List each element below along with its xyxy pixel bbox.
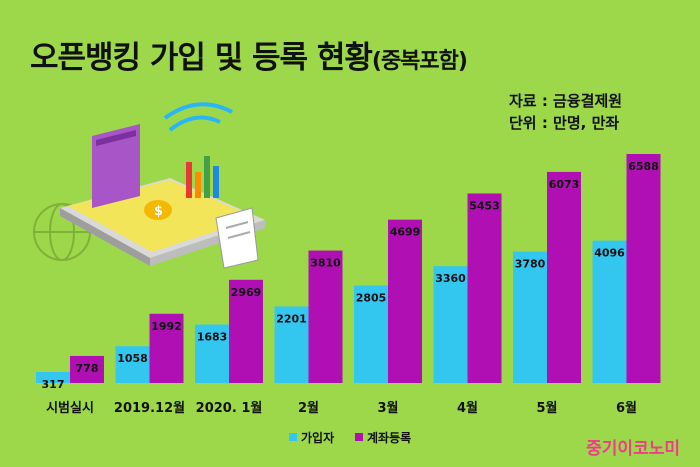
data-label-accounts-3: 3810 (310, 257, 341, 270)
data-label-subscribers-7: 4096 (594, 247, 625, 260)
bar-accounts-3 (308, 250, 343, 383)
x-tick-label-2: 2020. 1월 (196, 400, 263, 416)
wifi-icon (163, 102, 233, 132)
chart-title-suffix: (중복포함) (371, 49, 468, 74)
x-tick-label-1: 2019.12월 (114, 400, 185, 416)
legend-label-0: 가입자 (301, 430, 334, 445)
data-label-accounts-7: 6588 (628, 160, 659, 173)
bar-accounts-7 (626, 154, 661, 383)
mini-bar-graph-icon (186, 156, 219, 198)
data-label-accounts-2: 2969 (231, 286, 262, 299)
legend-swatch-0 (289, 433, 297, 441)
bar-accounts-2 (229, 279, 263, 383)
bar-subscribers-6 (513, 251, 547, 383)
data-label-accounts-6: 6073 (549, 178, 580, 191)
x-tick-label-6: 5월 (536, 400, 557, 416)
chart-legend: 가입자 계좌등록 (289, 430, 411, 445)
svg-text:$: $ (154, 204, 163, 219)
bar-subscribers-3 (274, 306, 309, 383)
coin-icon: $ (144, 200, 172, 220)
data-label-subscribers-2: 1683 (197, 330, 228, 343)
bar-subscribers-4 (354, 285, 388, 383)
bar-subscribers-7 (592, 240, 627, 383)
bar-accounts-5 (467, 193, 502, 383)
bar-series: 317 778 1058 1992 1683 2969 2201 3810 2805 4699 33… (36, 154, 661, 391)
data-label-subscribers-5: 3360 (435, 272, 466, 285)
open-banking-illustration: $ (33, 102, 265, 269)
data-label-subscribers-4: 2805 (356, 291, 387, 304)
legend-swatch-1 (355, 433, 363, 441)
x-tick-label-5: 4월 (457, 400, 478, 416)
source-note: 자료 : 금융결제원 (509, 92, 623, 110)
chart-meta: 자료 : 금융결제원 단위 : 만명, 만좌 (509, 90, 622, 134)
unit-note: 단위 : 만명, 만좌 (509, 114, 620, 132)
bar-subscribers-0 (36, 371, 70, 383)
chart-title-main: 오픈뱅킹 가입 및 등록 현황 (30, 40, 373, 76)
data-label-accounts-0: 778 (76, 362, 99, 375)
receipt-icon (215, 207, 259, 269)
data-label-accounts-1: 1992 (151, 320, 182, 333)
bar-subscribers-5 (433, 266, 468, 383)
bar-accounts-1 (149, 313, 184, 383)
bar-subscribers-1 (115, 346, 150, 383)
brand-logo: 중기이코노미 (586, 439, 680, 459)
data-label-subscribers-3: 2201 (276, 312, 307, 325)
x-tick-label-3: 2월 (298, 400, 319, 416)
chart-title: 오픈뱅킹 가입 및 등록 현황(중복포함) (30, 32, 468, 77)
data-label-subscribers-6: 3780 (515, 258, 546, 271)
bar-accounts-6 (547, 171, 581, 383)
data-label-subscribers-1: 1058 (117, 352, 148, 365)
bar-accounts-0 (70, 355, 104, 383)
credit-card-icon (92, 124, 140, 208)
x-axis-labels: 시범실시 2019.12월 2020. 1월 2월 3월 4월 5월 6월 (46, 400, 637, 416)
x-tick-label-7: 6월 (616, 400, 637, 416)
data-label-subscribers-0: 317 (42, 378, 65, 391)
legend-label-1: 계좌등록 (367, 430, 411, 445)
x-tick-label-0: 시범실시 (46, 400, 94, 416)
bar-accounts-4 (388, 219, 422, 383)
bar-subscribers-2 (195, 324, 229, 383)
x-tick-label-4: 3월 (377, 400, 398, 416)
data-label-accounts-5: 5453 (469, 199, 500, 212)
data-label-accounts-4: 4699 (390, 226, 421, 239)
